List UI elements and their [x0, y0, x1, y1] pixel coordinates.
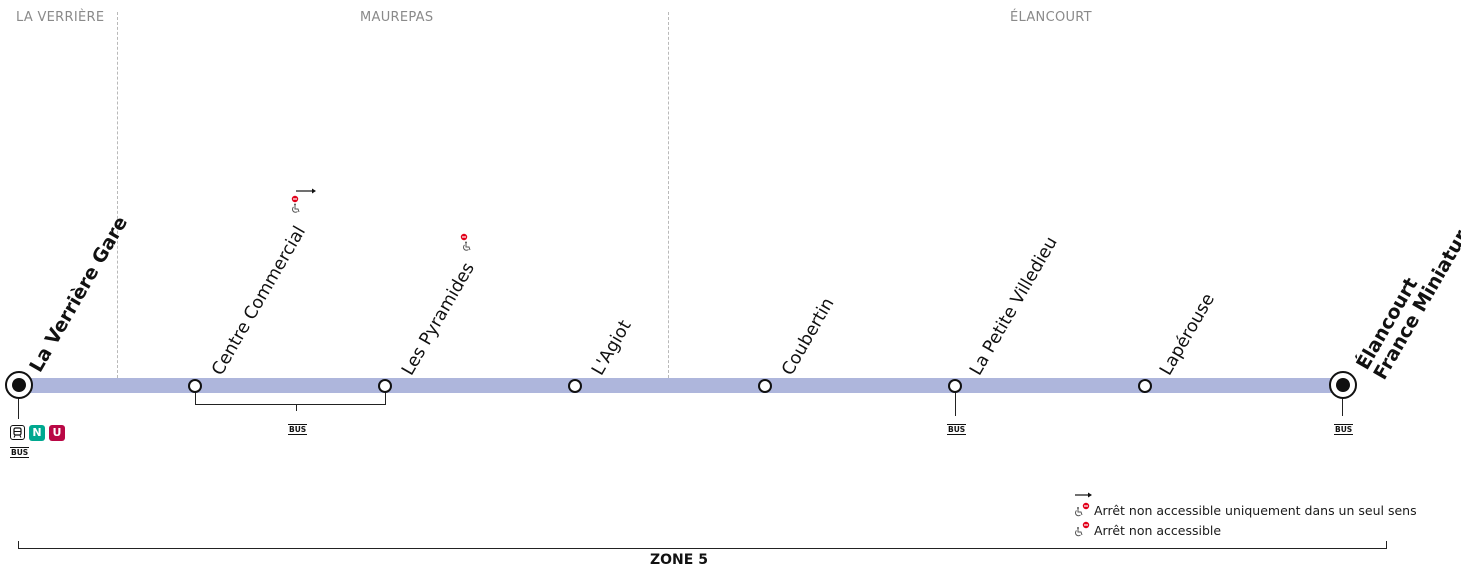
- zone-bracket: [18, 548, 1387, 549]
- train-glyph: [13, 427, 22, 438]
- connection-tick: [1342, 398, 1343, 416]
- commune-divider: [668, 12, 669, 378]
- stop-name[interactable]: Les Pyramides: [398, 259, 479, 379]
- zone-label: ZONE 5: [650, 552, 708, 568]
- transilien-u-icon[interactable]: U: [49, 425, 65, 441]
- connection-tick: [296, 405, 297, 411]
- commune-maurepas: MAUREPAS: [360, 10, 434, 25]
- zone-bracket-end: [18, 541, 19, 549]
- stop-marker[interactable]: [948, 378, 962, 393]
- stop-name[interactable]: La Petite Villedieu: [966, 233, 1062, 379]
- route-line: [18, 378, 1342, 393]
- commune-elancourt: ÉLANCOURT: [1010, 10, 1092, 25]
- stop-name[interactable]: La Verrière Gare: [25, 212, 133, 376]
- connection-tick: [955, 392, 956, 416]
- accessibility-one-direction-icon: [291, 188, 316, 213]
- stop-name-terminus[interactable]: Élancourt France Miniature: [1352, 206, 1461, 384]
- bus-badge[interactable]: BUS: [947, 424, 967, 435]
- commune-divider: [117, 12, 118, 378]
- commune-la-verriere: LA VERRIÈRE: [16, 10, 105, 25]
- bus-badge[interactable]: BUS: [288, 424, 308, 435]
- stop-name-line2: France Miniature: [1369, 215, 1461, 384]
- stop-name[interactable]: Centre Commercial: [208, 222, 310, 379]
- stop-marker-terminus[interactable]: [1329, 371, 1357, 399]
- stop-marker[interactable]: [378, 378, 392, 393]
- legend-one-direction-text: Arrêt non accessible uniquement dans un …: [1094, 503, 1417, 518]
- legend-one-direction-icon: [1075, 492, 1092, 517]
- bus-badge[interactable]: BUS: [10, 447, 30, 458]
- connection-tick: [385, 392, 386, 405]
- stop-marker[interactable]: [568, 378, 582, 393]
- stop-marker[interactable]: [188, 378, 202, 393]
- stop-name[interactable]: L'Agiot: [588, 316, 636, 379]
- stop-marker[interactable]: [758, 378, 772, 393]
- train-icon[interactable]: [10, 425, 25, 440]
- connection-bracket: [195, 404, 386, 405]
- connection-tick: [195, 392, 196, 405]
- legend-not-accessible-text: Arrêt non accessible: [1094, 523, 1222, 538]
- transilien-n-icon[interactable]: N: [29, 425, 45, 441]
- accessibility-not-accessible-icon: [460, 233, 471, 251]
- stop-name[interactable]: Coubertin: [778, 294, 839, 379]
- connection-tick: [18, 397, 19, 419]
- zone-bracket-end: [1386, 541, 1387, 549]
- legend-not-accessible-icon: [1075, 521, 1090, 537]
- stop-marker-terminus[interactable]: [5, 371, 33, 399]
- bus-badge[interactable]: BUS: [1334, 424, 1354, 435]
- stop-name[interactable]: Lapérouse: [1156, 290, 1220, 379]
- stop-marker[interactable]: [1138, 378, 1152, 393]
